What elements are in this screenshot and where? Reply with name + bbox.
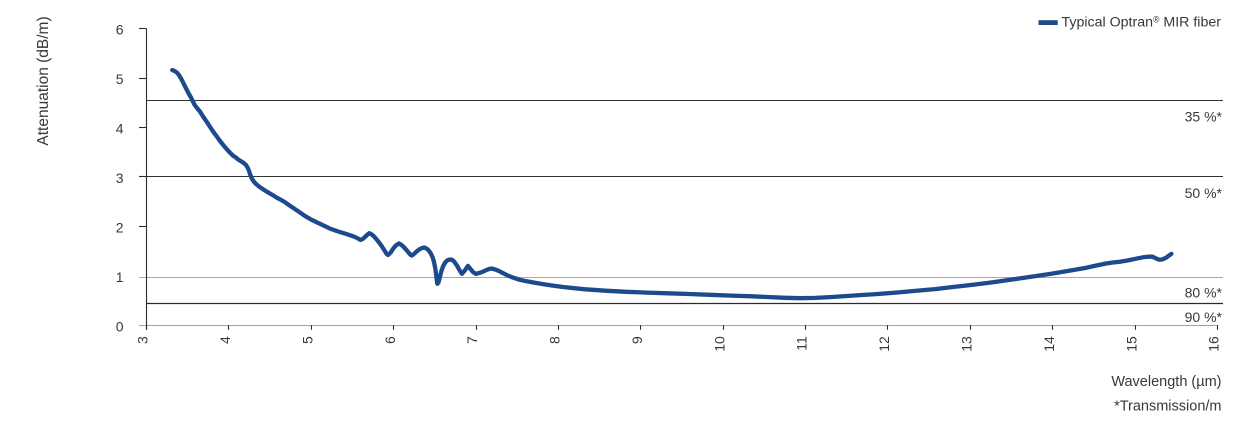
svg-text:6: 6	[382, 336, 398, 344]
svg-text:35 %*: 35 %*	[1185, 108, 1223, 124]
svg-text:12: 12	[876, 336, 892, 352]
svg-text:3: 3	[116, 170, 124, 186]
svg-text:6: 6	[116, 21, 124, 37]
svg-text:4: 4	[116, 120, 124, 136]
svg-text:5: 5	[300, 336, 316, 344]
svg-text:2: 2	[116, 219, 124, 235]
svg-text:15: 15	[1123, 336, 1139, 352]
svg-text:Wavelength (µm): Wavelength (µm)	[1111, 374, 1221, 390]
svg-text:90 %*: 90 %*	[1185, 309, 1223, 325]
svg-text:14: 14	[1041, 336, 1057, 352]
svg-text:3: 3	[135, 336, 151, 344]
svg-text:10: 10	[711, 336, 727, 352]
svg-text:4: 4	[217, 336, 233, 344]
svg-text:7: 7	[464, 336, 480, 344]
svg-text:1: 1	[116, 269, 124, 285]
svg-text:*Transmission/m: *Transmission/m	[1114, 398, 1221, 414]
svg-text:16: 16	[1206, 336, 1222, 352]
svg-text:5: 5	[116, 71, 124, 87]
svg-text:11: 11	[794, 336, 810, 351]
svg-text:13: 13	[959, 336, 975, 352]
svg-text:Typical Optran® MIR fiber: Typical Optran® MIR fiber	[1062, 14, 1222, 30]
svg-text:8: 8	[547, 336, 563, 344]
svg-text:9: 9	[629, 336, 645, 344]
svg-text:Attenuation (dB/m): Attenuation (dB/m)	[35, 16, 52, 145]
svg-text:0: 0	[116, 318, 124, 334]
svg-text:50 %*: 50 %*	[1185, 185, 1223, 201]
svg-text:80 %*: 80 %*	[1185, 285, 1223, 301]
